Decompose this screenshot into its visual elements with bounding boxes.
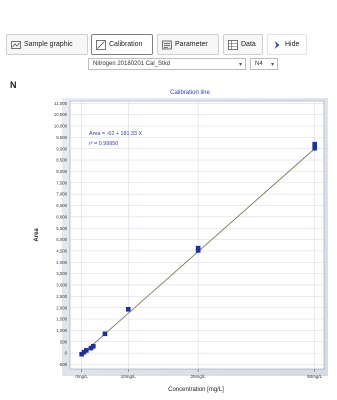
calibration-file-value: Nitrogen 20180201 Cal_Stkd — [93, 61, 171, 67]
chevron-down-icon: ▾ — [270, 62, 274, 68]
y-tick-label: 1,000 — [56, 328, 67, 333]
y-tick-label: -500 — [58, 362, 67, 367]
y-tick-label: 11,000 — [54, 101, 67, 106]
data-point — [312, 141, 317, 147]
x-tick-label: 50mg/L — [307, 374, 323, 379]
y-tick-label: 7,000 — [56, 192, 67, 197]
y-tick-label: 0 — [65, 351, 68, 356]
hide-label: Hide — [285, 41, 300, 48]
data-point — [102, 331, 108, 337]
r-squared: r² = 0.99950 — [89, 141, 118, 147]
data-point — [88, 345, 94, 351]
sample-graphic-label: Sample graphic — [24, 41, 73, 48]
x-tick-label: 25mg/L — [191, 374, 207, 379]
variant-select[interactable]: N4 ▾ — [250, 58, 278, 70]
x-tick-label: 10mg/L — [121, 374, 137, 379]
variant-value: N4 — [255, 61, 263, 67]
y-tick-label: 1,500 — [56, 317, 67, 322]
tab-toolbar: Sample graphic Calibration Parameter Dat… — [6, 34, 331, 58]
data-point — [125, 306, 131, 312]
y-tick-label: 10,500 — [54, 112, 68, 117]
panel-label: N — [10, 80, 17, 90]
y-axis-label: Area — [34, 228, 40, 242]
data-point — [195, 245, 201, 251]
y-tick-label: 500 — [60, 339, 68, 344]
y-tick-label: 3,000 — [56, 283, 67, 288]
x-axis-label: Concentration [mg/L] — [168, 387, 224, 393]
calibration-file-select[interactable]: Nitrogen 20180201 Cal_Stkd ▾ — [88, 58, 246, 70]
y-tick-label: 4,500 — [56, 248, 67, 253]
hide-button[interactable]: Hide — [267, 34, 307, 55]
data-point — [81, 349, 87, 355]
plot-area — [69, 100, 325, 370]
calibration-label: Calibration — [109, 41, 143, 48]
chevron-down-icon: ▾ — [238, 62, 242, 68]
y-tick-label: 5,500 — [56, 226, 67, 231]
regression-equation: Area = -62 + 181.33 X — [89, 131, 142, 137]
calibration-icon — [96, 39, 106, 50]
chevron-right-icon — [272, 40, 282, 50]
data-point — [84, 348, 89, 353]
sample-graphic-icon — [11, 40, 21, 50]
y-tick-label: 3,500 — [56, 271, 67, 276]
data-point — [79, 351, 84, 357]
y-tick-label: 9,000 — [56, 146, 67, 151]
y-tick-label: 6,500 — [56, 203, 67, 208]
y-tick-label: 2,000 — [56, 305, 67, 310]
x-tick-label: 0mg/L — [75, 374, 88, 379]
y-tick-label: 9,500 — [56, 135, 67, 140]
data-point — [91, 343, 96, 349]
y-tick-label: 8,000 — [56, 169, 67, 174]
parameter-icon — [162, 40, 172, 50]
chart-title: Calibration line — [170, 90, 210, 96]
tab-data[interactable]: Data — [223, 34, 263, 55]
y-tick-label: 8,500 — [56, 158, 67, 163]
tab-calibration[interactable]: Calibration — [91, 34, 153, 55]
y-tick-label: 7,500 — [56, 180, 67, 185]
data-icon — [228, 39, 238, 50]
y-tick-label: 10,000 — [54, 124, 68, 129]
data-label: Data — [241, 41, 256, 48]
y-tick-label: 6,000 — [56, 214, 67, 219]
y-tick-label: 5,000 — [56, 237, 67, 242]
sample-graphic-button[interactable]: Sample graphic — [6, 34, 88, 55]
y-tick-label: 2,500 — [56, 294, 67, 299]
tab-parameter[interactable]: Parameter — [157, 34, 219, 55]
data-point — [312, 145, 317, 151]
parameter-label: Parameter — [175, 41, 208, 48]
y-tick-label: 4,000 — [56, 260, 67, 265]
